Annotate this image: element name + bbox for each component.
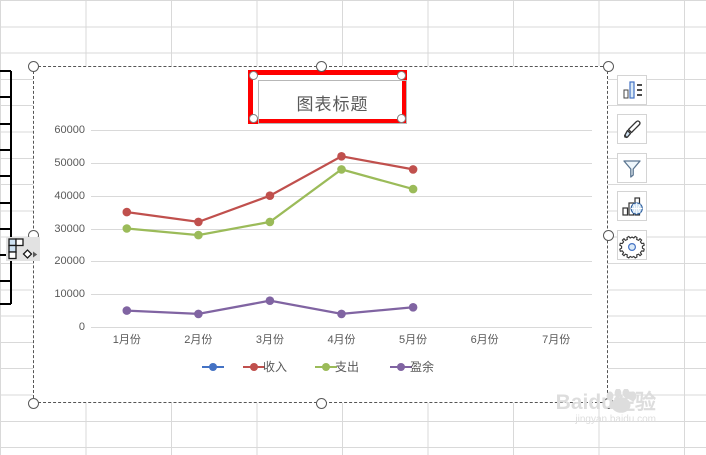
svg-text:Baidu经验: Baidu经验 [556, 390, 656, 414]
svg-text:jingyan.baidu.com: jingyan.baidu.com [574, 414, 656, 425]
